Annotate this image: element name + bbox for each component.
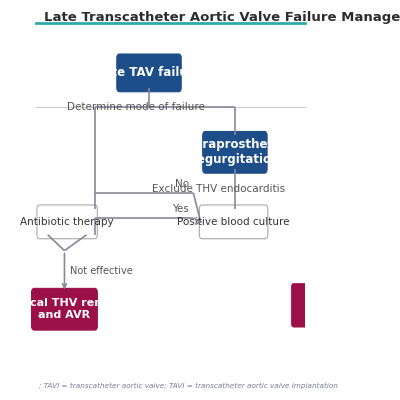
Text: Exclude THV endocarditis: Exclude THV endocarditis (152, 184, 285, 194)
Text: ; TAVI = transcatheter aortic valve; TAVI = transcatheter aortic valve implantat: ; TAVI = transcatheter aortic valve; TAV… (39, 382, 338, 389)
Text: Positive blood culture: Positive blood culture (177, 217, 290, 227)
Text: Late TAV failure: Late TAV failure (96, 66, 202, 79)
Text: Yes: Yes (172, 204, 189, 214)
FancyBboxPatch shape (203, 132, 267, 173)
FancyBboxPatch shape (291, 284, 310, 327)
Text: Late Transcatheter Aortic Valve Failure Management: Late Transcatheter Aortic Valve Failure … (44, 11, 400, 24)
Text: Antibiotic therapy: Antibiotic therapy (20, 217, 114, 227)
FancyBboxPatch shape (37, 205, 97, 239)
Text: No: No (175, 179, 189, 189)
FancyBboxPatch shape (32, 288, 97, 330)
Text: Intraprosthetic
regurgitation: Intraprosthetic regurgitation (185, 138, 285, 166)
Text: Surgical THV removal
and AVR: Surgical THV removal and AVR (0, 298, 132, 320)
FancyBboxPatch shape (199, 205, 268, 239)
Text: Not effective: Not effective (70, 266, 132, 276)
Text: Determine mode of failure: Determine mode of failure (67, 102, 204, 112)
FancyBboxPatch shape (117, 54, 181, 92)
